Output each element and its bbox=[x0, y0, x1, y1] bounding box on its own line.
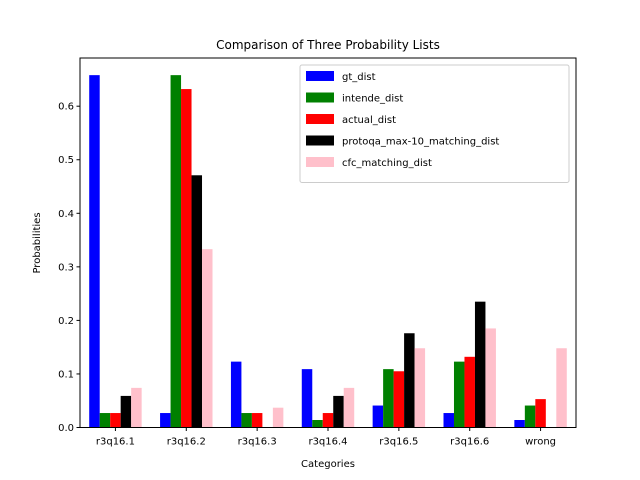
bar-cfc_matching_dist-wrong bbox=[556, 348, 567, 428]
legend-label-actual_dist: actual_dist bbox=[342, 115, 396, 126]
bar-gt_dist-wrong bbox=[514, 420, 525, 428]
bar-actual_dist-r3q16.1 bbox=[110, 413, 121, 428]
x-tick-label-r3q16.1: r3q16.1 bbox=[96, 437, 135, 448]
chart-title: Comparison of Three Probability Lists bbox=[216, 38, 440, 52]
bar-intende_dist-r3q16.1 bbox=[99, 413, 111, 428]
x-axis-label: Categories bbox=[301, 459, 355, 470]
legend-label-gt_dist: gt_dist bbox=[342, 72, 376, 83]
legend: gt_dist intende_dist actual_dist protoqa_ma… bbox=[299, 64, 570, 183]
y-tick-label: 0.0 bbox=[58, 423, 74, 434]
bar-cfc_matching_dist-r3q16.4 bbox=[343, 387, 355, 428]
legend-swatch-intende_dist bbox=[306, 92, 334, 103]
bar-intende_dist-r3q16.6 bbox=[453, 361, 465, 428]
x-tick-label-wrong: wrong bbox=[525, 437, 556, 448]
legend-swatch-actual_dist bbox=[306, 114, 334, 124]
bar-gt_dist-r3q16.6 bbox=[443, 413, 454, 428]
bar-actual_dist-r3q16.6 bbox=[464, 356, 475, 428]
y-tick-label: 0.6 bbox=[58, 102, 74, 113]
bar-protoqa_max-10_matching_dist-r3q16.2 bbox=[191, 175, 203, 428]
bar-gt_dist-r3q16.5 bbox=[372, 405, 384, 428]
bar-protoqa_max-10_matching_dist-r3q16.6 bbox=[474, 301, 486, 428]
y-tick-label: 0.4 bbox=[58, 209, 74, 220]
legend-swatch-gt_dist bbox=[306, 71, 334, 81]
bar-cfc_matching_dist-r3q16.1 bbox=[131, 387, 142, 428]
y-tick-label: 0.2 bbox=[58, 316, 74, 327]
y-axis-label: Probabilities bbox=[32, 212, 43, 273]
legend-box bbox=[299, 64, 570, 183]
bar-protoqa_max-10_matching_dist-r3q16.4 bbox=[333, 395, 344, 428]
bar-cfc_matching_dist-r3q16.5 bbox=[414, 348, 426, 428]
bar-gt_dist-r3q16.2 bbox=[160, 413, 171, 428]
bar-gt_dist-r3q16.4 bbox=[301, 369, 313, 428]
bar-actual_dist-r3q16.3 bbox=[251, 413, 263, 428]
x-tick-label-r3q16.4: r3q16.4 bbox=[308, 437, 347, 448]
bar-intende_dist-r3q16.2 bbox=[170, 75, 182, 428]
bar-protoqa_max-10_matching_dist-r3q16.5 bbox=[404, 333, 415, 428]
bar-intende_dist-r3q16.4 bbox=[312, 420, 323, 428]
bar-intende_dist-r3q16.5 bbox=[383, 369, 394, 428]
bar-intende_dist-r3q16.3 bbox=[241, 413, 252, 428]
bar-cfc_matching_dist-r3q16.3 bbox=[272, 407, 284, 428]
legend-swatch-cfc_matching_dist bbox=[306, 157, 334, 167]
bar-gt_dist-r3q16.3 bbox=[230, 361, 242, 428]
bar-gt_dist-r3q16.1 bbox=[89, 75, 100, 428]
x-tick-label-r3q16.3: r3q16.3 bbox=[238, 437, 277, 448]
legend-label-protoqa_max-10_matching_dist: protoqa_max-10_matching_dist bbox=[342, 137, 499, 148]
legend-label-cfc_matching_dist: cfc_matching_dist bbox=[342, 158, 432, 169]
y-axis: 0.0 0.1 0.2 0.3 0.4 0.5 0.6 bbox=[58, 102, 80, 434]
bar-cfc_matching_dist-r3q16.2 bbox=[202, 249, 213, 428]
bar-actual_dist-r3q16.4 bbox=[322, 413, 334, 428]
bars-layer bbox=[89, 75, 567, 428]
y-tick-label: 0.5 bbox=[58, 155, 74, 166]
bar-actual_dist-r3q16.5 bbox=[393, 371, 405, 428]
legend-label-intende_dist: intende_dist bbox=[342, 94, 403, 105]
legend-swatch-protoqa_max-10_matching_dist bbox=[306, 135, 334, 146]
x-tick-label-r3q16.6: r3q16.6 bbox=[450, 437, 489, 448]
bar-protoqa_max-10_matching_dist-r3q16.1 bbox=[120, 395, 132, 428]
x-tick-label-r3q16.2: r3q16.2 bbox=[167, 437, 206, 448]
x-axis: r3q16.1 r3q16.2 r3q16.3 r3q16.4 r3q16.5 r3q16… bbox=[96, 427, 556, 448]
y-tick-label: 0.1 bbox=[58, 369, 74, 380]
y-tick-label: 0.3 bbox=[58, 262, 74, 273]
bar-cfc_matching_dist-r3q16.6 bbox=[485, 328, 496, 428]
x-tick-label-r3q16.5: r3q16.5 bbox=[379, 437, 418, 448]
bar-intende_dist-wrong bbox=[524, 405, 536, 428]
bar-actual_dist-r3q16.2 bbox=[181, 89, 192, 428]
bar-actual_dist-wrong bbox=[535, 399, 546, 428]
